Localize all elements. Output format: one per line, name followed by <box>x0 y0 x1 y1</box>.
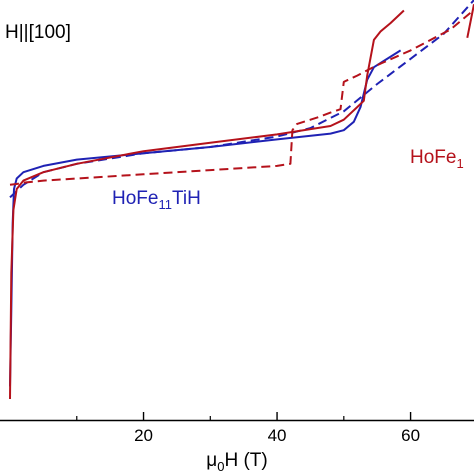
ticks-layer: 20 40 60 <box>76 412 420 445</box>
series-label-hofe11ti-sub: 1 <box>456 156 463 171</box>
series-label-hofe11tih: HoFe11TiH <box>112 188 201 212</box>
series-line-5-solid <box>466 4 474 38</box>
series-label-hofe11ti: HoFe1 <box>410 147 464 171</box>
series-label-hofe11tih-part1: HoFe <box>112 188 158 209</box>
x-axis-label: μ0H (T) <box>206 450 267 474</box>
series-layer <box>9 0 474 400</box>
series-label-hofe11tih-part2: TiH <box>172 188 201 209</box>
series-line-3-solid <box>9 9 405 400</box>
series-label-hofe11ti-part1: HoFe <box>410 147 456 168</box>
x-tick-label-40: 40 <box>268 426 287 445</box>
x-tick-label-20: 20 <box>134 426 153 445</box>
x-axis-label-sub: 0 <box>217 459 224 474</box>
series-label-hofe11tih-sub: 11 <box>158 197 172 212</box>
x-axis-label-prefix: μ <box>206 450 217 471</box>
x-tick-label-60: 60 <box>401 426 420 445</box>
annotation-direction: H||[100] <box>5 22 71 43</box>
x-axis-label-suffix: H (T) <box>224 450 267 471</box>
